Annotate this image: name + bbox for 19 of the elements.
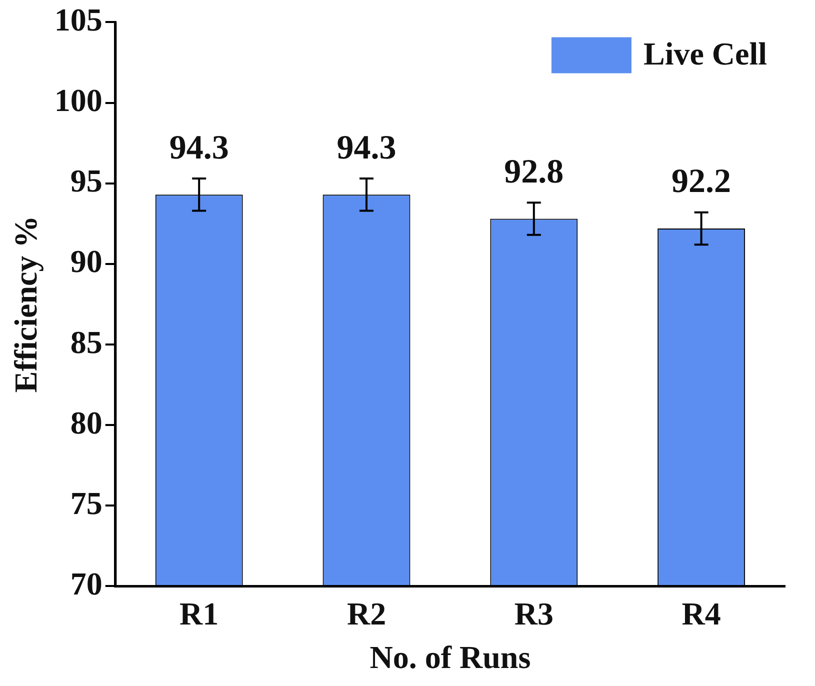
data-label: 94.3: [169, 129, 229, 166]
y-tick-label: 75: [70, 484, 102, 521]
y-axis-title: Efficiency %: [7, 216, 44, 393]
data-label: 92.2: [672, 163, 732, 200]
y-tick-label: 70: [70, 565, 102, 602]
y-tick-label: 90: [70, 243, 102, 280]
y-tick-label: 105: [54, 1, 102, 38]
y-tick-label: 100: [54, 82, 102, 118]
data-label: 92.8: [504, 153, 564, 190]
y-tick-label: 80: [70, 404, 102, 440]
x-axis-title: No. of Runs: [370, 639, 531, 676]
x-tick-label: R4: [682, 596, 721, 632]
data-label: 94.3: [336, 129, 396, 166]
x-tick-label: R3: [514, 596, 554, 632]
y-tick-label: 95: [70, 162, 102, 199]
x-tick-label: R1: [180, 596, 219, 632]
x-tick-label: R2: [346, 596, 386, 632]
legend-label: Live Cell: [643, 35, 768, 72]
y-tick-label: 85: [70, 324, 102, 360]
